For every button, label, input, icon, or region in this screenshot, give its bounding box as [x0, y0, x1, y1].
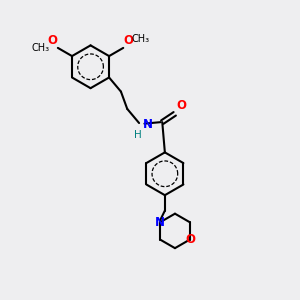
Text: O: O — [47, 34, 57, 47]
Text: N: N — [142, 118, 153, 131]
Text: O: O — [176, 99, 186, 112]
Text: CH₃: CH₃ — [32, 43, 50, 53]
Text: H: H — [134, 130, 142, 140]
Text: O: O — [185, 233, 196, 246]
Text: N: N — [154, 216, 164, 229]
Text: CH₃: CH₃ — [131, 34, 149, 44]
Text: O: O — [124, 34, 134, 47]
